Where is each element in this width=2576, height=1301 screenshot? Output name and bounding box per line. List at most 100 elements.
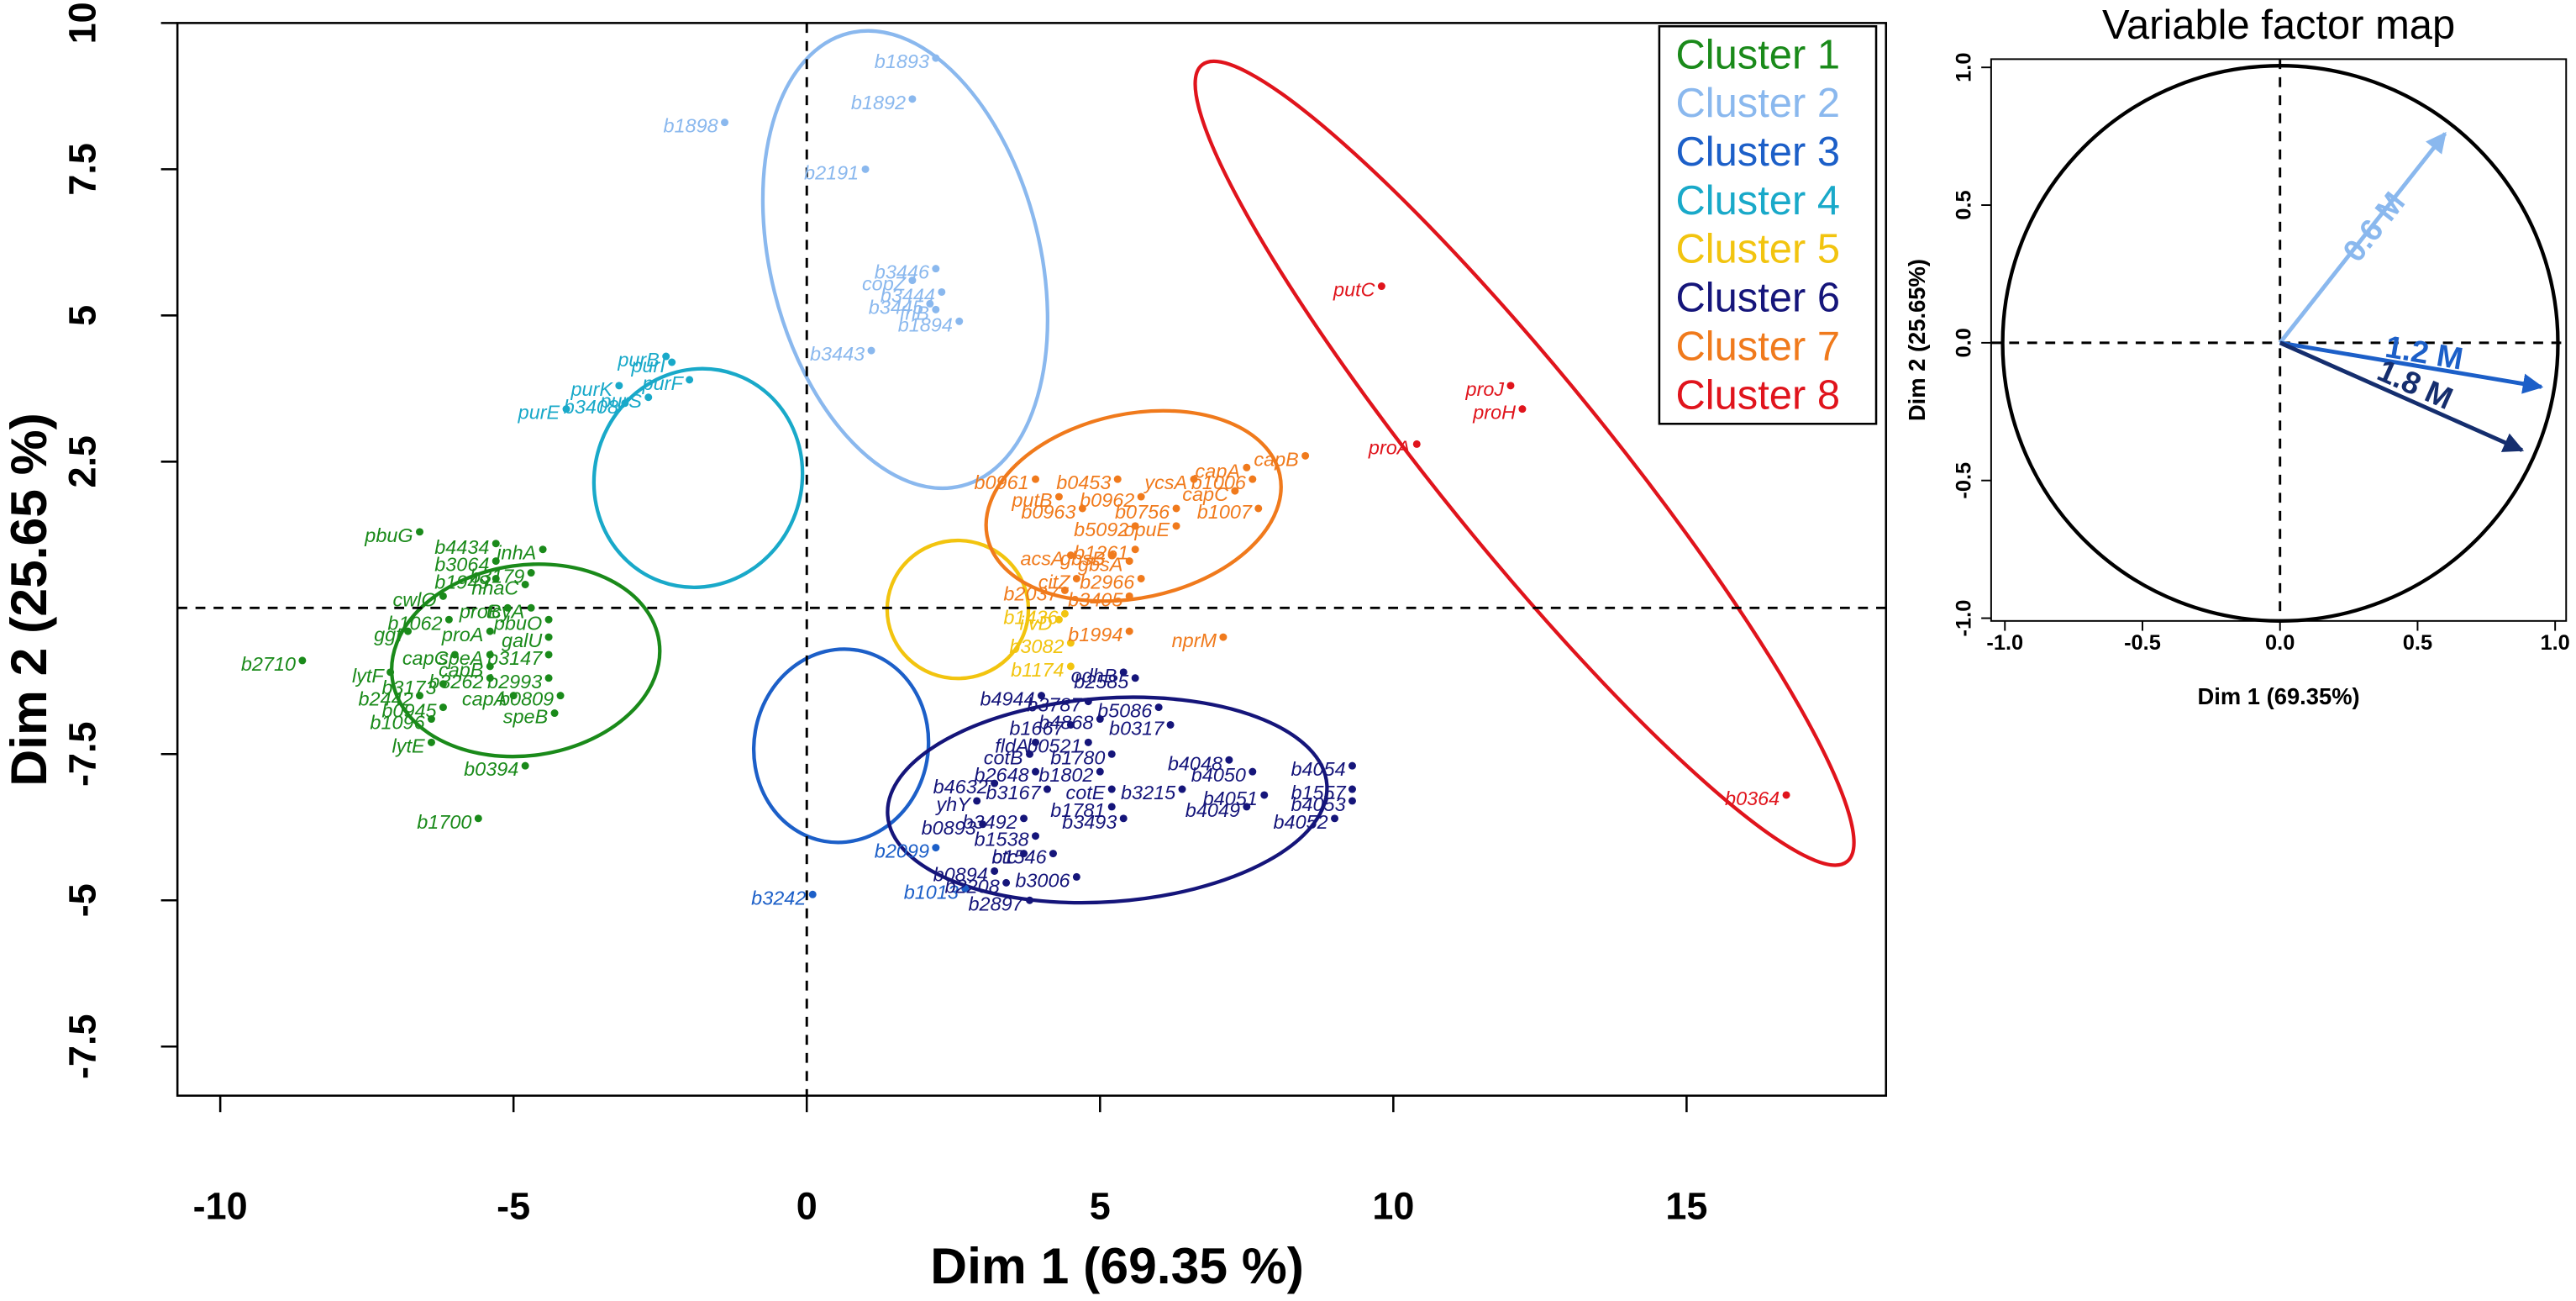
point <box>1518 405 1527 413</box>
point-label: b1994 <box>1068 624 1122 645</box>
arrow-label: 0.6 M <box>2336 185 2411 268</box>
point <box>1178 785 1186 793</box>
point-label: b1013 <box>904 881 959 903</box>
point <box>621 399 629 408</box>
point-label: b3242 <box>751 887 806 909</box>
point <box>544 615 553 624</box>
point-label: proA <box>441 624 484 645</box>
point <box>1032 475 1039 483</box>
point <box>867 346 875 355</box>
point <box>1066 551 1075 560</box>
point <box>1172 522 1180 530</box>
point-label: b3262 <box>428 671 483 693</box>
point <box>1125 627 1133 635</box>
point <box>926 299 934 308</box>
point-label: b0894 <box>933 864 988 886</box>
point-label: b3405 <box>1068 588 1123 610</box>
point <box>556 692 565 700</box>
point-label: gbsB <box>1060 548 1105 570</box>
point <box>439 703 447 712</box>
y-axis-label: Dim 2 (25.65%) <box>1904 259 1930 421</box>
point-label: b2099 <box>875 840 929 862</box>
point <box>1331 814 1339 823</box>
point-label: b2442 <box>358 688 413 710</box>
point-label: b3408 <box>564 396 618 418</box>
point-label: b1892 <box>851 92 906 113</box>
point-label: capC <box>1182 483 1229 505</box>
point <box>1026 896 1034 904</box>
y-tick-label: -5 <box>61 883 104 917</box>
point <box>1084 698 1092 706</box>
point-label: b2037 <box>1003 582 1059 604</box>
point-label: b3492 <box>963 811 1017 833</box>
y-tick-label: 2.5 <box>61 435 104 487</box>
legend-entry: Cluster 5 <box>1675 227 1840 272</box>
point-label: b0756 <box>1115 501 1170 523</box>
point <box>808 890 817 898</box>
point <box>932 265 940 273</box>
point-label: b3446 <box>875 261 930 283</box>
point <box>938 287 946 296</box>
point-label: b1700 <box>417 811 471 833</box>
y-tick-label: -1.0 <box>1952 600 1975 637</box>
point-label: b3167 <box>986 782 1041 803</box>
point-label: cotB <box>984 746 1023 768</box>
point-label: cwlO <box>392 588 436 610</box>
legend-box <box>1658 25 1878 425</box>
point <box>1020 814 1028 823</box>
ellipse <box>984 408 1283 603</box>
x-axis-label: Dim 1 (69.35 %) <box>930 1237 1304 1294</box>
point <box>1348 785 1356 793</box>
point-label: b3173 <box>381 677 436 698</box>
point <box>1125 592 1133 600</box>
arrow <box>2279 340 2544 394</box>
point <box>1243 803 1251 811</box>
y-tick-label: -7.5 <box>61 1014 104 1078</box>
point <box>1249 475 1257 483</box>
point <box>1066 720 1075 729</box>
point <box>721 119 729 127</box>
point <box>1032 832 1039 840</box>
point-label: b4944 <box>980 688 1034 710</box>
x-tick-label: -0.5 <box>2124 631 2161 655</box>
point <box>1054 615 1063 624</box>
y-tick-label: 7.5 <box>61 143 104 195</box>
point-label: ilvD <box>1020 612 1053 634</box>
point-label: b2966 <box>1080 571 1135 593</box>
point <box>1249 767 1257 776</box>
point-label: b2648 <box>974 764 1028 786</box>
point <box>415 528 423 536</box>
point <box>1219 633 1228 641</box>
point-label: lytE <box>392 735 425 756</box>
point <box>486 627 494 635</box>
point-label: proJ <box>1465 378 1505 400</box>
point <box>439 592 447 600</box>
point <box>1107 785 1116 793</box>
point <box>492 557 500 566</box>
point <box>1107 803 1116 811</box>
point <box>1113 475 1122 483</box>
point <box>1254 504 1263 513</box>
point-label: speA <box>439 647 483 669</box>
arrow <box>2279 340 2525 452</box>
point <box>550 709 559 718</box>
legend-entry: Cluster 7 <box>1675 324 1840 369</box>
point-label: gbsA <box>1078 554 1122 576</box>
point-label: putC <box>1333 279 1376 301</box>
point <box>662 352 670 361</box>
ellipse <box>390 562 662 759</box>
point <box>474 814 482 823</box>
point-label: b1781 <box>1050 799 1105 821</box>
point <box>1072 574 1080 582</box>
x-tick-label: 0 <box>796 1184 817 1227</box>
point <box>1066 662 1075 671</box>
point-label: b1557 <box>1291 782 1346 803</box>
point <box>1020 850 1028 858</box>
point-label: inhA <box>497 542 536 564</box>
point <box>1782 791 1790 799</box>
point-label: b2191 <box>804 161 859 183</box>
point-label: pbuG <box>364 524 413 546</box>
point <box>1137 574 1145 582</box>
point-label: capA <box>1196 460 1240 482</box>
